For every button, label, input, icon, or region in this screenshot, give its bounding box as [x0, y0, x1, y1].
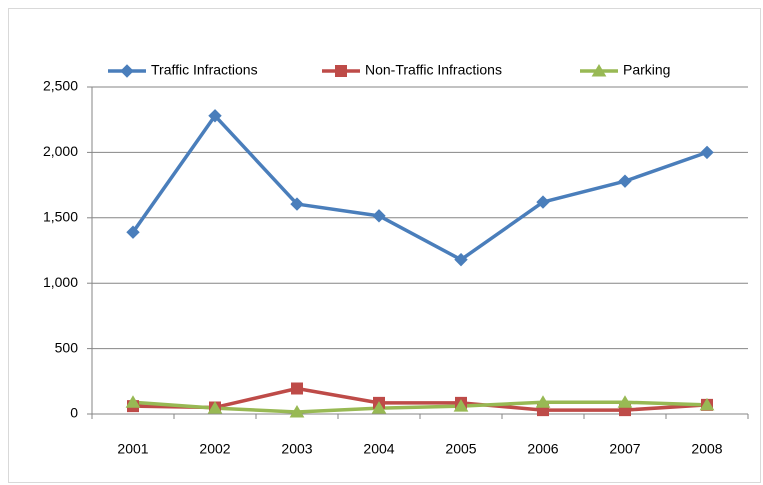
- x-tick-label: 2007: [609, 441, 640, 457]
- legend-label: Non-Traffic Infractions: [365, 62, 502, 78]
- data-point: [289, 405, 305, 418]
- data-point: [453, 399, 469, 412]
- legend-marker: [335, 65, 347, 77]
- legend-marker: [591, 64, 607, 77]
- y-tick-label: 2,500: [43, 78, 78, 94]
- data-point: [372, 209, 386, 223]
- data-point: [699, 397, 715, 411]
- x-tick-label: 2006: [527, 441, 558, 457]
- y-tick-label: 500: [55, 339, 79, 355]
- x-tick-label: 2003: [281, 441, 312, 457]
- x-tick-label: 2002: [199, 441, 230, 457]
- data-point: [126, 225, 140, 239]
- data-point: [291, 382, 303, 395]
- series-line: [132, 386, 708, 412]
- data-point: [207, 401, 223, 414]
- data-point: [536, 195, 550, 209]
- x-tick-label: 2005: [445, 441, 476, 457]
- series-line: [132, 400, 708, 414]
- y-tick-label: 2,000: [43, 143, 78, 159]
- y-tick-label: 1,000: [43, 274, 78, 290]
- legend-marker: [120, 64, 134, 78]
- data-point: [618, 174, 632, 188]
- data-point: [208, 109, 222, 123]
- data-point: [125, 395, 141, 408]
- data-point: [454, 252, 468, 267]
- x-tick-label: 2001: [117, 441, 148, 457]
- data-point: [290, 197, 304, 211]
- legend-label: Traffic Infractions: [151, 62, 258, 78]
- x-tick-label: 2004: [363, 441, 394, 457]
- legend-label: Parking: [623, 62, 670, 78]
- x-tick-label: 2008: [691, 441, 722, 457]
- y-tick-label: 0: [70, 405, 78, 421]
- data-point: [371, 401, 387, 414]
- y-tick-label: 1,500: [43, 209, 78, 225]
- series-line: [131, 114, 708, 262]
- data-point: [700, 145, 714, 160]
- data-point: [535, 395, 551, 408]
- data-point: [617, 395, 633, 408]
